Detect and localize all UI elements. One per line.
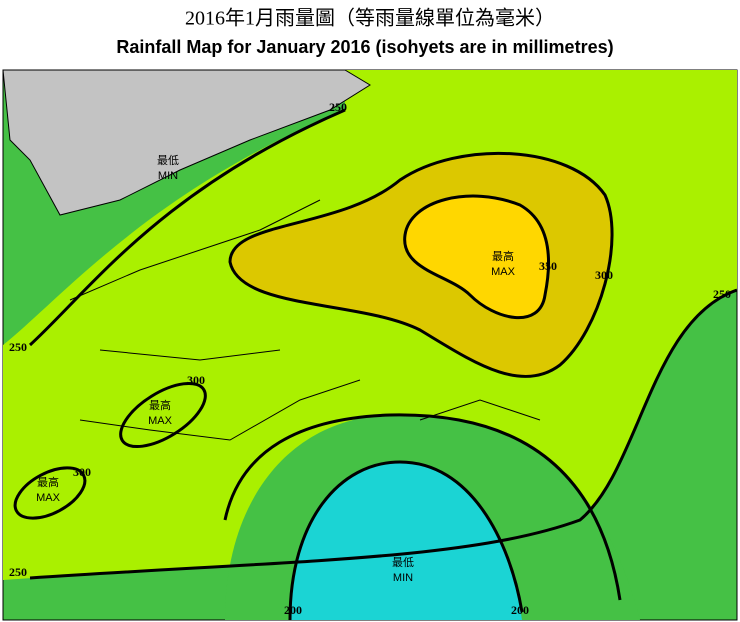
- isohyet-label: 250: [9, 340, 27, 354]
- isohyet-label: 250: [9, 565, 27, 579]
- isohyet: [228, 151, 614, 378]
- zone-olive-small: [13, 466, 87, 520]
- title-zh: 2016年1月雨量圖（等雨量線單位為毫米）: [185, 7, 555, 30]
- area-label-zh: 最高: [492, 249, 514, 263]
- isohyet-label: 250: [329, 100, 347, 114]
- isohyet-label: 200: [511, 603, 529, 617]
- area-label-en: MAX: [36, 492, 61, 504]
- isohyet-label: 250: [713, 287, 731, 301]
- isohyet: [288, 460, 524, 621]
- area-label-zh: 最低: [157, 154, 179, 167]
- area-label-zh: 最高: [149, 398, 171, 412]
- area-label-en: MIN: [393, 572, 413, 584]
- coastline: [69, 199, 541, 441]
- isohyet-label: 300: [73, 465, 91, 479]
- zone-yellow: [404, 196, 549, 318]
- area-label-en: MAX: [148, 415, 173, 427]
- isohyet: [29, 288, 738, 580]
- map-shapes: [2, 69, 738, 621]
- isohyet-label: 300: [187, 373, 205, 387]
- area-label-zh: 最低: [392, 556, 414, 569]
- area-label-en: MAX: [491, 266, 516, 278]
- title-en: Rainfall Map for January 2016 (isohyets …: [116, 37, 613, 57]
- land-grey: [2, 69, 371, 216]
- area-label-zh: 最高: [37, 475, 59, 489]
- isohyet-label: 350: [539, 259, 557, 273]
- zone-olive-small: [119, 381, 207, 449]
- isohyet: [28, 108, 346, 347]
- isohyet: [403, 194, 551, 320]
- zone-cyan: [290, 462, 522, 620]
- isohyet-label: 300: [595, 268, 613, 282]
- isohyet: [223, 413, 622, 601]
- isohyet-label: 200: [284, 603, 302, 617]
- area-label-en: MIN: [158, 170, 178, 182]
